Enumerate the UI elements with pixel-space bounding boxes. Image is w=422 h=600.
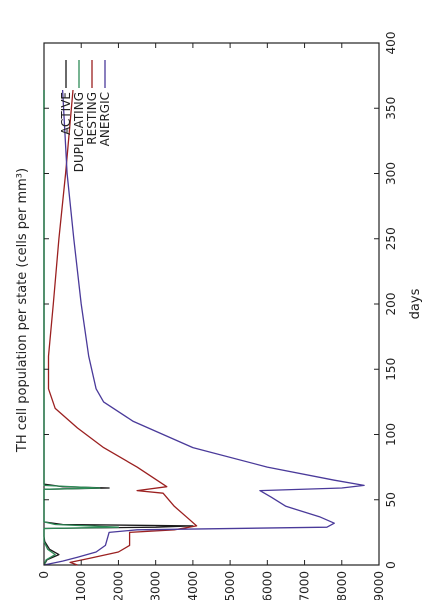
y-tick-label: 9000 [372, 571, 386, 600]
legend-label-active: ACTIVE [59, 92, 73, 135]
x-tick-label: 200 [384, 293, 398, 316]
y-axis-title: TH cell population per state (cells per … [15, 168, 30, 453]
y-tick-label: 6000 [260, 571, 274, 600]
x-tick-label: 100 [384, 423, 398, 446]
x-tick-label: 300 [384, 162, 398, 185]
x-tick-label: 400 [384, 32, 398, 55]
y-tick-label: 2000 [111, 571, 125, 600]
y-tick-label: 8000 [335, 571, 349, 600]
series-layer [43, 89, 365, 566]
y-tick-label: 4000 [186, 571, 200, 600]
x-tick-label: 150 [384, 358, 398, 381]
legend-label-anergic: ANERGIC [98, 92, 112, 146]
y-tick-label: 3000 [149, 571, 163, 600]
series-line-resting [47, 89, 198, 566]
series-line-anergic [43, 89, 365, 566]
y-tick-label: 5000 [223, 571, 237, 600]
y-tick-label: 7000 [298, 571, 312, 600]
legend-label-resting: RESTING [85, 92, 99, 145]
x-tick-label: 50 [384, 492, 398, 507]
x-axis-title: days [408, 288, 422, 319]
legend-label-duplicating: DUPLICATING [72, 92, 86, 172]
x-tick-label: 350 [384, 97, 398, 120]
legend: ACTIVE DUPLICATING RESTING ANERGIC [59, 60, 112, 172]
series-line-duplicating [43, 90, 120, 566]
x-tick-label: 0 [384, 561, 398, 569]
y-tick-label: 0 [37, 571, 51, 579]
y-tick-label: 1000 [74, 571, 88, 600]
x-tick-label: 250 [384, 227, 398, 250]
